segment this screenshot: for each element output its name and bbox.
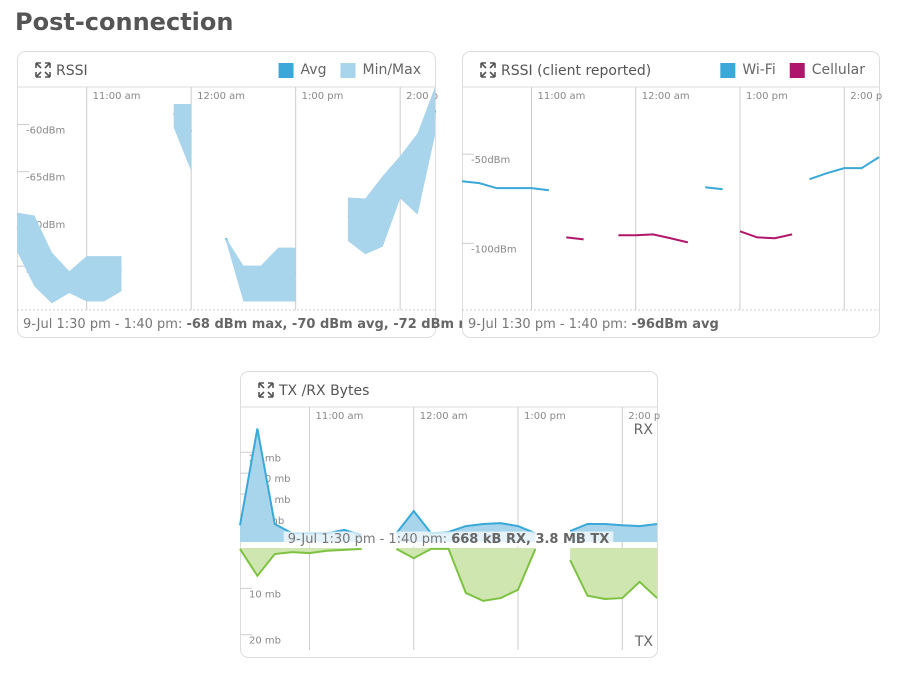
- footer-value: -68 dBm max, -70 dBm avg, -72 dBm min: [186, 317, 485, 332]
- chart-title: RSSI (client reported): [501, 63, 651, 79]
- series-line: [395, 547, 537, 602]
- y-tick-label: 15.0 mb: [249, 474, 291, 485]
- y-tick-label: 20 mb: [249, 636, 281, 647]
- y-tick-label: -100dBm: [471, 244, 517, 255]
- x-tick-label: 11:00 am: [316, 411, 364, 422]
- legend-label: Min/Max: [362, 62, 421, 78]
- chart-panel: TX /RX Bytes 11:00 am 12:00 am 1:00 pm 2:00 …: [239, 371, 660, 658]
- y-tick-label: -50dBm: [471, 155, 510, 166]
- page-title: Post-connection: [15, 8, 233, 36]
- x-tick-label: 1:00 pm: [746, 91, 788, 102]
- x-tick-label: 11:00 am: [538, 91, 586, 102]
- y-axis-label: RX: [634, 422, 654, 438]
- footer-value: 668 kB RX, 3.8 MB TX: [451, 532, 609, 547]
- x-tick-label: 2:00 p: [406, 91, 438, 102]
- x-tick-label: 2:00 p: [628, 411, 660, 422]
- legend-swatch: [720, 63, 736, 78]
- expand-icon: [480, 62, 496, 78]
- legend-label: Wi-Fi: [742, 62, 775, 78]
- legend-swatch: [340, 63, 356, 78]
- footer-summary: 9-Jul 1:30 pm - 1:40 pm: 668 kB RX, 3.8 …: [288, 532, 610, 547]
- chart-title: TX /RX Bytes: [278, 383, 369, 399]
- chart-title: RSSI: [56, 63, 88, 79]
- chart-panel: RSSI (client reported) 11:00 am 12:00 am 1:…: [461, 51, 882, 338]
- y-tick-label: -60dBm: [26, 125, 65, 136]
- series-line: [739, 230, 793, 240]
- series-line: [395, 509, 536, 535]
- series-line: [239, 547, 362, 578]
- footer-label: 9-Jul 1:30 pm - 1:40 pm:: [288, 532, 447, 547]
- series-line: [569, 522, 658, 533]
- legend-swatch: [789, 63, 805, 78]
- legend-label: Avg: [301, 62, 327, 78]
- legend-swatch: [278, 63, 294, 78]
- series-line: [461, 180, 549, 192]
- x-tick-label: 1:00 pm: [302, 91, 344, 102]
- min-max-band: [226, 238, 296, 302]
- area-fill: [396, 548, 536, 601]
- footer-value: -96dBm avg: [631, 317, 718, 332]
- x-tick-label: 11:00 am: [93, 91, 141, 102]
- panel-frame: [17, 51, 436, 338]
- min-max-band: [173, 104, 192, 172]
- legend-label: Cellular: [812, 62, 866, 78]
- x-tick-label: 12:00 am: [197, 91, 245, 102]
- footer-backdrop: [283, 531, 614, 547]
- series-line: [809, 156, 880, 181]
- y-tick-label: -70dBm: [26, 220, 65, 231]
- x-tick-label: 1:00 pm: [524, 411, 566, 422]
- x-tick-label: 12:00 am: [420, 411, 468, 422]
- y-tick-label: 10 mb: [249, 589, 281, 600]
- panel-frame: [240, 371, 658, 658]
- y-tick-label: 20 mb: [249, 453, 281, 464]
- x-tick-label: 2:00 p: [850, 91, 882, 102]
- footer-summary: 9-Jul 1:30 pm - 1:40 pm: -68 dBm max, -7…: [23, 317, 486, 332]
- series-line: [569, 559, 658, 601]
- min-max-band: [347, 87, 435, 255]
- expand-icon: [258, 382, 274, 398]
- footer-label: 9-Jul 1:30 pm - 1:40 pm:: [468, 317, 627, 332]
- area-fill: [240, 428, 362, 542]
- x-tick-label: 12:00 am: [642, 91, 690, 102]
- series-line: [618, 233, 689, 244]
- footer-label: 9-Jul 1:30 pm - 1:40 pm:: [23, 317, 182, 332]
- panel-frame: [462, 51, 880, 338]
- min-max-band: [17, 212, 122, 304]
- expand-icon: [35, 62, 51, 78]
- area-fill: [240, 548, 362, 576]
- y-tick-label: -65dBm: [26, 173, 65, 184]
- area-fill: [570, 548, 657, 599]
- series-line: [705, 186, 723, 191]
- footer-summary: 9-Jul 1:30 pm - 1:40 pm: -96dBm avg: [468, 317, 719, 332]
- y2-axis-label: TX: [634, 634, 654, 650]
- series-line: [566, 236, 584, 241]
- chart-panel: RSSI 11:00 am 12:00 am 1:00 pm 2:00 p -60dBm -…: [16, 51, 486, 338]
